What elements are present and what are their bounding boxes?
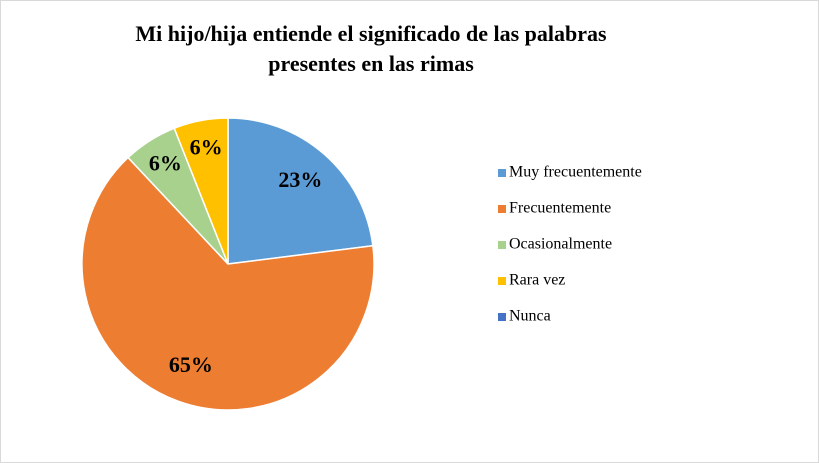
legend-label: Nunca <box>509 308 551 325</box>
legend-label: Muy frecuentemente <box>509 164 642 181</box>
legend-swatch <box>498 313 506 321</box>
legend-label: Frecuentemente <box>509 200 611 217</box>
pie-slice <box>227 117 374 265</box>
data-label: 6% <box>149 150 182 175</box>
data-label: 65% <box>169 352 213 377</box>
legend-label: Ocasionalmente <box>509 236 612 253</box>
data-label: 23% <box>278 167 322 192</box>
legend-label: Rara vez <box>509 272 565 289</box>
chart-title: Mi hijo/hija entiende el significado de … <box>135 21 607 76</box>
data-label: 6% <box>190 134 223 159</box>
pie-slice <box>81 156 375 411</box>
legend-swatch <box>498 241 506 249</box>
legend-swatch <box>498 169 506 177</box>
legend-swatch <box>498 277 506 285</box>
pie-slice <box>173 117 229 265</box>
legend-swatch <box>498 205 506 213</box>
